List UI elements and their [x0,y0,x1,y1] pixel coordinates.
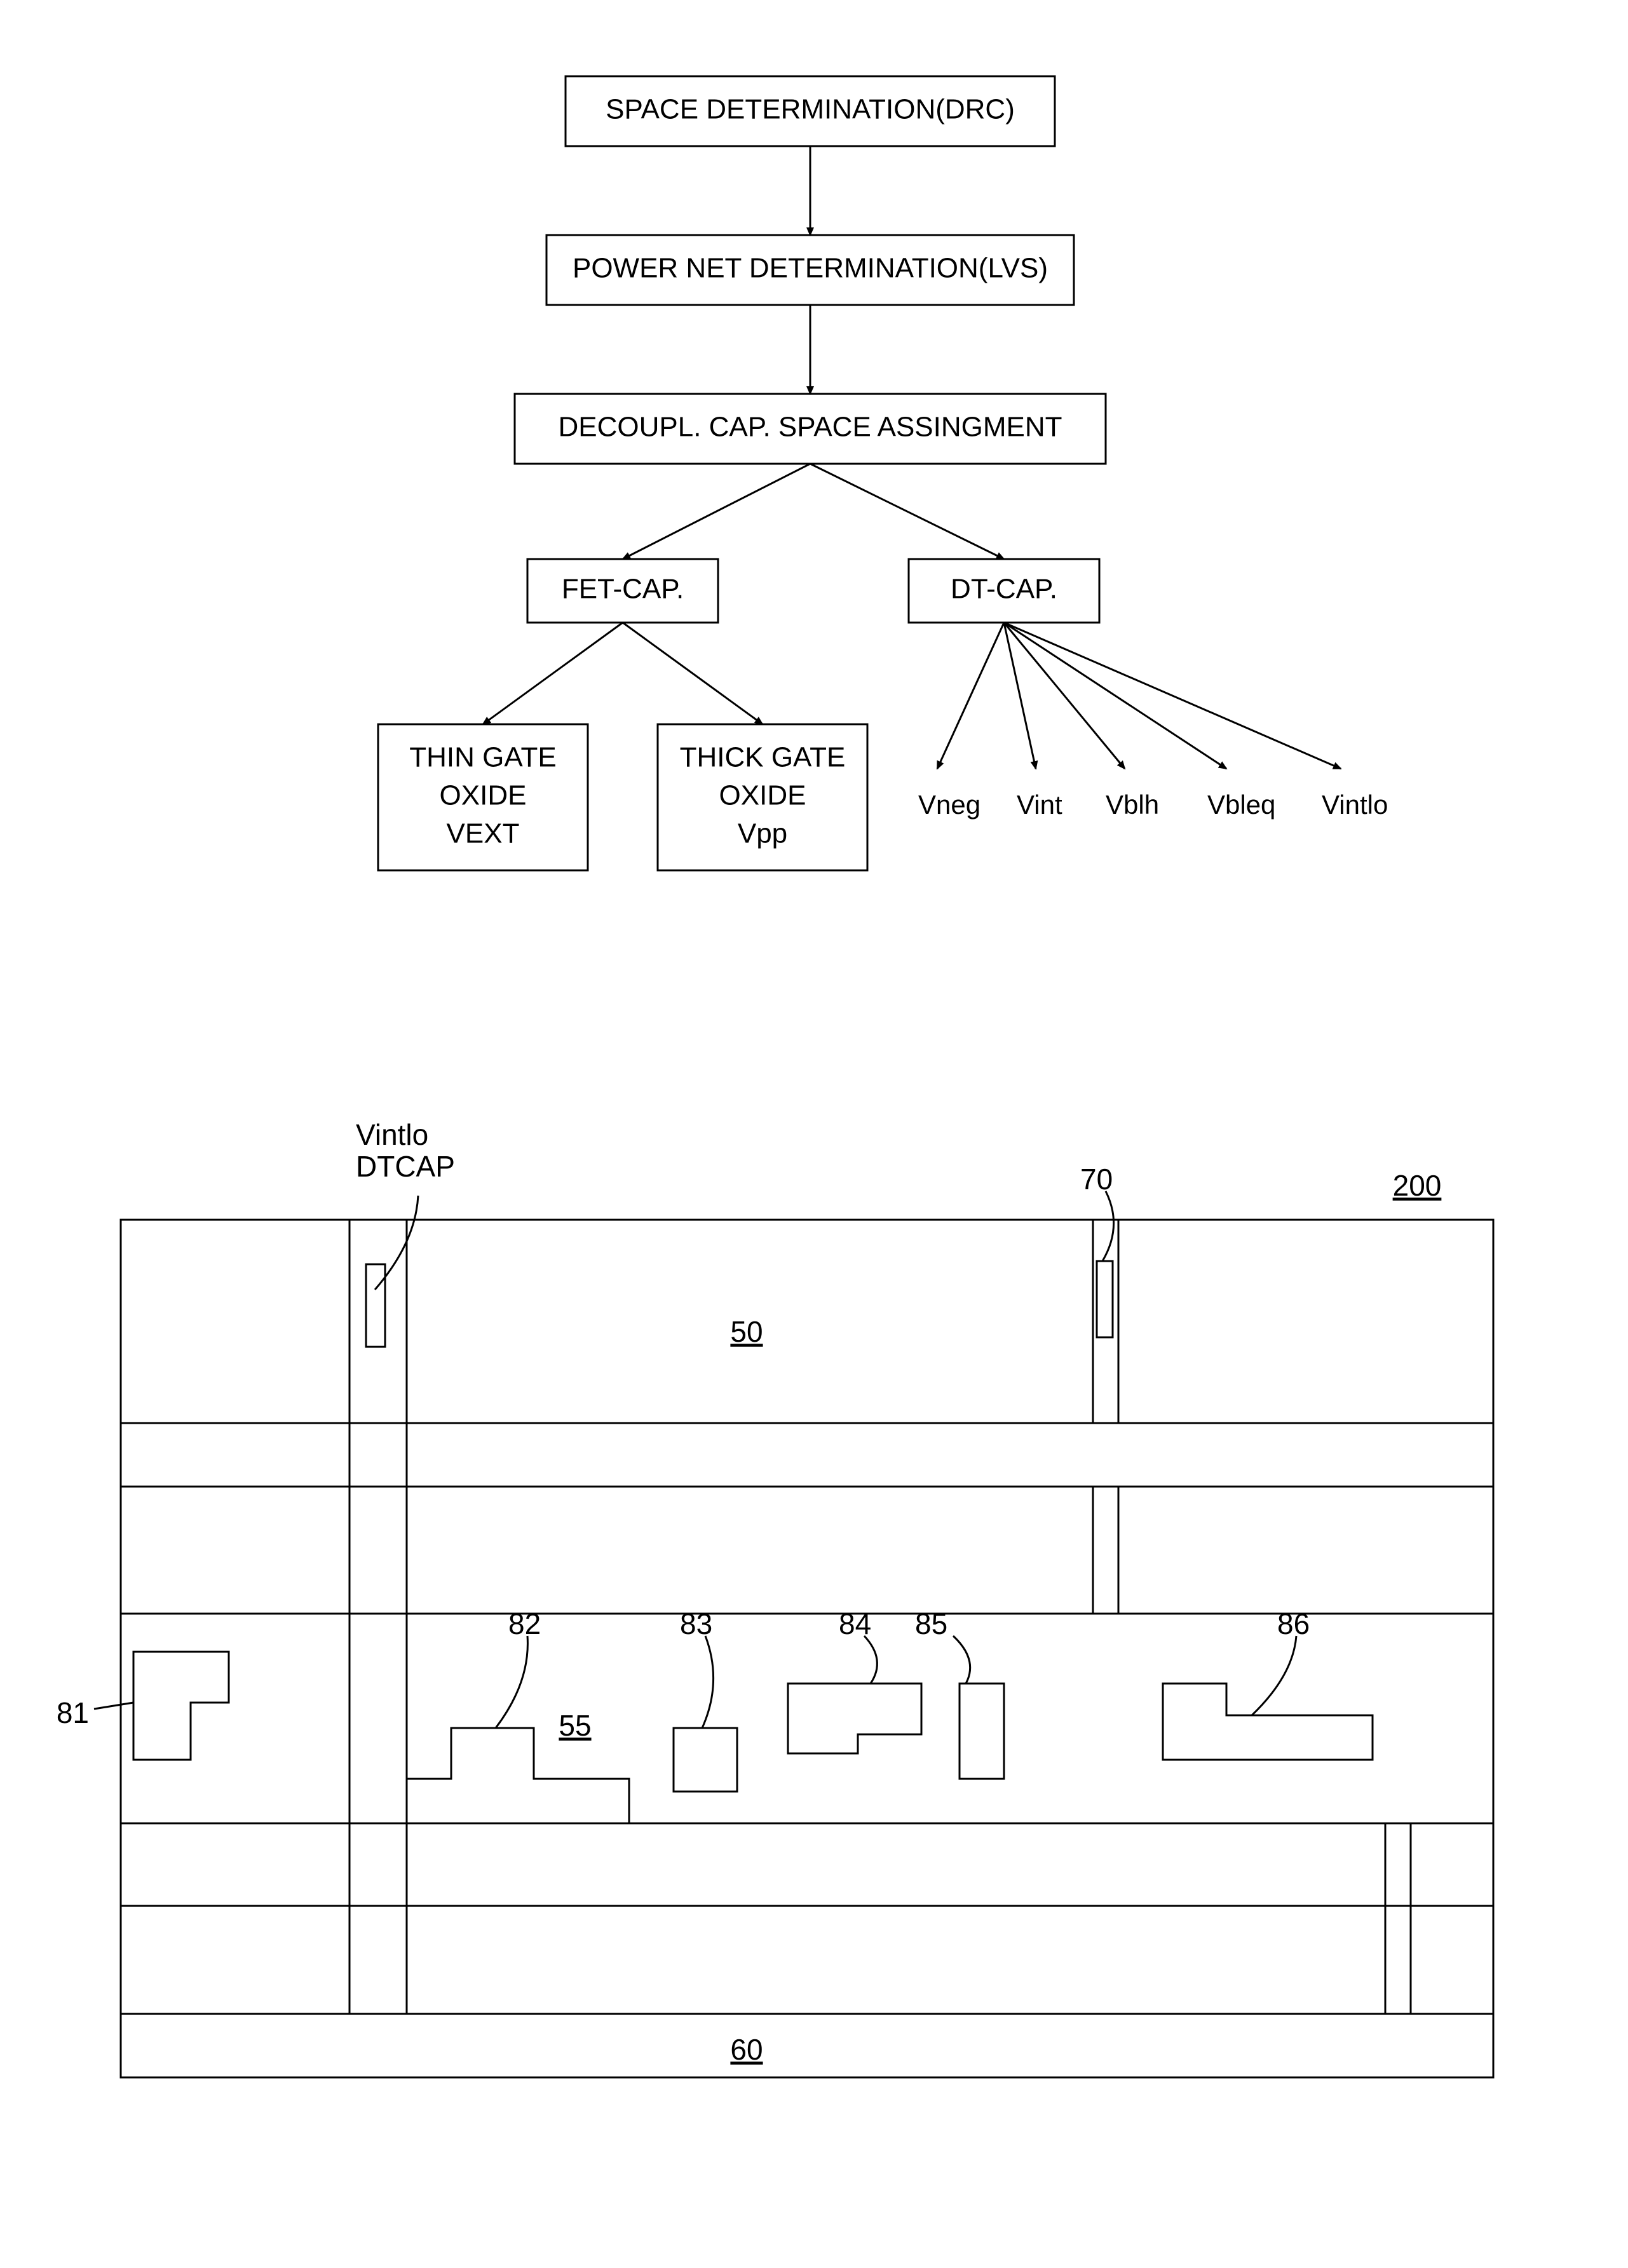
flow-box-label-b7-0: THICK GATE [680,742,846,773]
region-label-50: 50 [730,1315,763,1348]
dt-label-1: Vint [1017,790,1062,820]
region-label-200: 200 [1393,1169,1442,1202]
dt-label-3: Vbleq [1207,790,1275,820]
region-label-55: 55 [559,1709,591,1742]
flow-box-label-b6-1: OXIDE [440,780,527,811]
flow-box-label-b4-0: FET-CAP. [562,574,684,605]
pointer-label-2-0: 82 [508,1607,541,1640]
pointer-label-0-1: DTCAP [356,1150,455,1183]
dt-label-0: Vneg [918,790,980,820]
diagram-root: SPACE DETERMINATION(DRC) POWER NET DETERM… [0,0,1628,2268]
flow-box-label-b2-0: POWER NET DETERMINATION(LVS) [573,253,1048,284]
dt-label-4: Vintlo [1322,790,1388,820]
flow-box-label-b5-0: DT-CAP. [951,574,1057,605]
flow-box-label-b1-0: SPACE DETERMINATION(DRC) [606,94,1015,125]
dt-label-2: Vblh [1106,790,1159,820]
pointer-label-5-0: 85 [915,1607,947,1640]
pointer-label-6-0: 86 [1277,1607,1310,1640]
region-label-60: 60 [730,2033,763,2066]
pointer-label-4-0: 84 [839,1607,871,1640]
flow-box-label-b6-2: VEXT [447,818,520,849]
pointer-label-1-0: 70 [1080,1163,1113,1196]
flow-box-label-b6-0: THIN GATE [409,742,556,773]
flow-box-label-b3-0: DECOUPL. CAP. SPACE ASSINGMENT [558,412,1062,443]
pointer-label-3-0: 83 [680,1607,712,1640]
pointer-label-0-0: Vintlo [356,1118,428,1151]
flow-box-label-b7-1: OXIDE [719,780,806,811]
side-label-81: 81 [57,1696,89,1729]
flow-box-label-b7-2: Vpp [738,818,787,849]
